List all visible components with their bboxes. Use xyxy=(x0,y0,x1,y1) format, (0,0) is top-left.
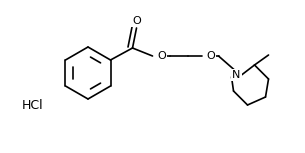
Text: N: N xyxy=(232,70,241,80)
Text: HCl: HCl xyxy=(22,99,44,112)
Text: O: O xyxy=(157,51,166,61)
Text: O: O xyxy=(132,16,141,26)
Text: O: O xyxy=(206,51,215,61)
